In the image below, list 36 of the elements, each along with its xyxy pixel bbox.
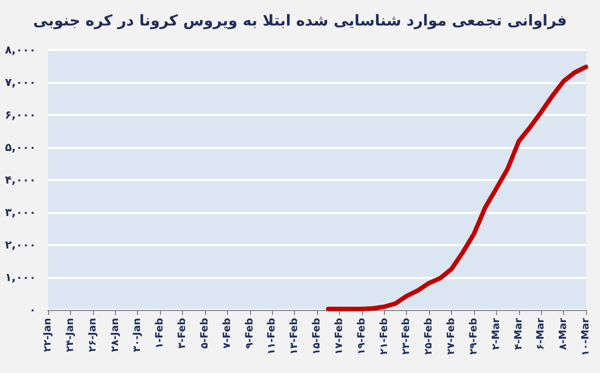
x-tick-label: ۱۳-Feb: [289, 318, 300, 355]
x-tick-label: ۳۰-Jan: [132, 318, 144, 352]
x-tick-label: ۱۰-Mar: [580, 318, 592, 356]
y-tick-label: ۳,۰۰۰: [4, 206, 36, 219]
x-tick-label: ۱-Feb: [154, 318, 166, 349]
x-tick-label: ۲۷-Feb: [446, 318, 457, 355]
y-tick-label: ۱,۰۰۰: [4, 271, 36, 284]
x-tick-label: ۱۱-Feb: [266, 318, 278, 355]
y-tick-label: ۶,۰۰۰: [4, 108, 36, 122]
x-tick-label: ۱۹-Feb: [356, 318, 368, 355]
x-tick-label: ۲۵-Feb: [424, 318, 435, 355]
x-tick-label: ۹-Feb: [244, 318, 256, 349]
x-tick-label: ۱۵-Feb: [312, 318, 322, 355]
x-tick-label: ۳-Feb: [177, 318, 188, 349]
y-tick-label: ۵,۰۰۰: [4, 141, 36, 154]
x-tick-label: ۲-Mar: [490, 318, 502, 350]
x-tick-label: ۶-Mar: [536, 318, 547, 350]
x-tick-label: ۲۸-Jan: [110, 318, 121, 352]
x-tick-label: ۲۳-Feb: [401, 318, 412, 355]
x-tick-label: ۲۹-Feb: [468, 318, 480, 355]
line-series: [326, 64, 588, 312]
x-tick-label: ۲۴-Jan: [64, 318, 76, 352]
y-tick-label: ۲,۰۰۰: [4, 238, 36, 252]
y-tick-label: ۰: [29, 304, 36, 316]
x-tick-label: ۴-Mar: [513, 318, 524, 350]
y-tick-label: ۷,۰۰۰: [4, 76, 36, 89]
y-tick-label: ۸,۰۰۰: [4, 44, 36, 56]
x-tick-label: ۵-Feb: [199, 318, 210, 349]
x-tick-label: ۷-Feb: [222, 318, 233, 349]
x-tick-label: ۲۲-Jan: [42, 318, 54, 352]
chart-title: فراوانی تجمعی موارد شناسایی شده ابتلا به ویروس کرونا در کره جنوبی: [33, 12, 567, 30]
x-tick-label: ۲۱-Feb: [378, 318, 390, 355]
x-tick-label: ۱۷-Feb: [334, 318, 345, 355]
y-tick-label: ۴,۰۰۰: [4, 174, 36, 186]
x-tick-label: ۸-Mar: [558, 318, 570, 350]
x-tick-label: ۲۶-Jan: [87, 318, 98, 352]
